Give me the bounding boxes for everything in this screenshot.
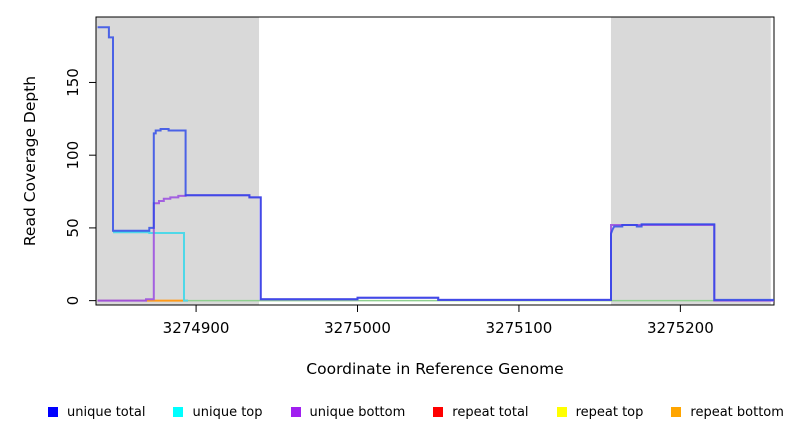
- legend-item-unique-top: unique top: [173, 404, 263, 420]
- legend-item-unique-total: unique total: [48, 405, 145, 420]
- legend-item-label: unique top: [192, 404, 263, 420]
- legend-swatch-icon: [173, 407, 184, 417]
- legend-swatch-icon: [290, 407, 301, 417]
- chart-svg: 3274900 3275000 3275100 3275200 0 50 100 150: [64, 16, 775, 337]
- left-gray-region: [96, 17, 260, 305]
- series-unique-total-line: [97, 26, 774, 301]
- legend-swatch-icon: [433, 407, 444, 417]
- series-unique-top-line: [113, 231, 188, 302]
- y-tick-label: 50: [64, 218, 82, 237]
- y-axis-label: Read Coverage Depth: [21, 75, 39, 247]
- legend-swatch-icon: [48, 407, 58, 417]
- legend-item-label: repeat total: [452, 404, 529, 420]
- legend-swatch-icon: [671, 407, 682, 417]
- y-tick-label: 150: [64, 68, 82, 97]
- legend-item-repeat-total: repeat total: [433, 404, 529, 420]
- y-tick-label: 0: [64, 296, 82, 306]
- x-tick-label: 3275100: [486, 319, 553, 337]
- legend-item-repeat-top: repeat top: [556, 404, 644, 420]
- right-gray-region: [610, 17, 771, 305]
- plot-box: [95, 16, 775, 306]
- legend-item-label: unique total: [67, 404, 146, 420]
- y-tick-label: 100: [64, 141, 82, 170]
- x-axis-label: Coordinate in Reference Genome: [306, 360, 564, 378]
- legend-item-repeat-bottom: repeat bottom: [671, 405, 784, 420]
- x-tick-label: 3274900: [163, 319, 230, 337]
- legend-item-label: repeat top: [575, 404, 644, 420]
- legend-item-label: unique bottom: [309, 404, 406, 420]
- legend-swatch-icon: [556, 407, 567, 417]
- legend-item-label: repeat bottom: [690, 404, 784, 420]
- x-tick-label: 3275000: [324, 319, 391, 337]
- x-tick-label: 3275200: [647, 319, 714, 337]
- legend-item-unique-bottom: unique bottom: [290, 404, 406, 420]
- legend: unique total unique top unique bottom repea…: [48, 399, 784, 425]
